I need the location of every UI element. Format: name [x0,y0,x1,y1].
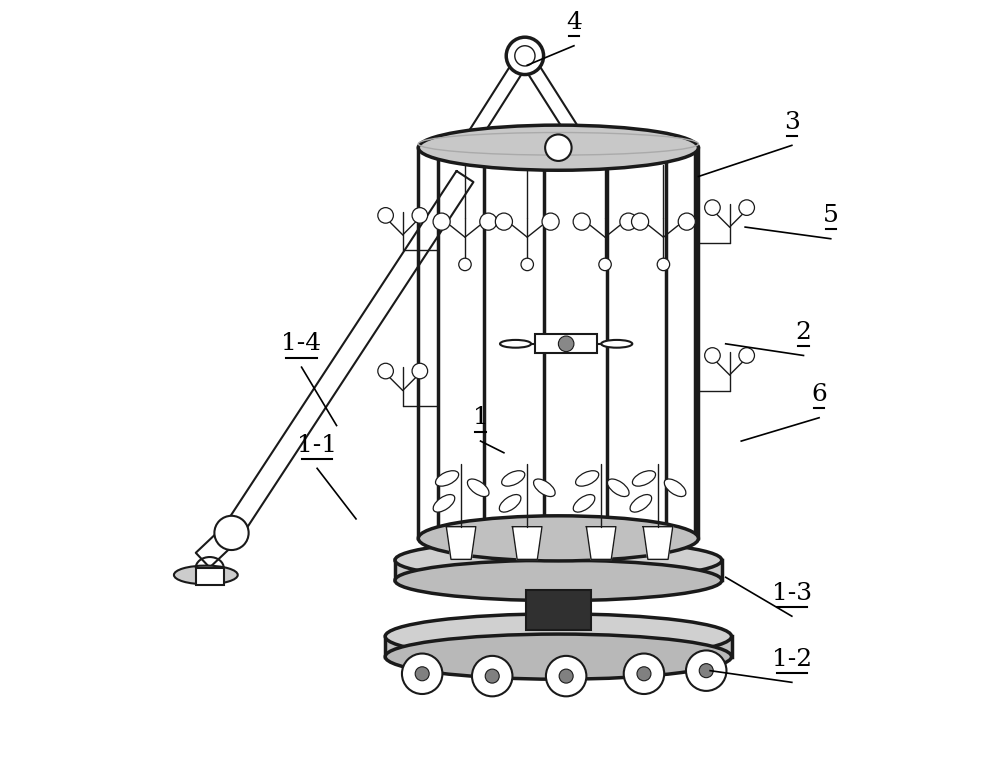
Ellipse shape [607,479,629,497]
Circle shape [632,213,649,230]
Ellipse shape [630,494,652,512]
Ellipse shape [502,471,525,486]
Circle shape [546,656,586,697]
Circle shape [599,259,611,271]
Circle shape [459,259,471,271]
Circle shape [472,656,512,697]
Circle shape [521,259,533,271]
Circle shape [545,134,572,161]
Circle shape [214,515,249,550]
Ellipse shape [433,494,455,512]
Ellipse shape [576,471,599,486]
Circle shape [402,654,442,694]
Circle shape [686,651,726,691]
Bar [535,334,597,353]
Ellipse shape [385,634,732,679]
Text: 4: 4 [566,11,582,34]
Polygon shape [196,526,238,568]
Circle shape [705,348,720,363]
Ellipse shape [418,125,698,170]
Circle shape [559,669,573,683]
Circle shape [573,213,590,230]
Ellipse shape [395,560,722,601]
Polygon shape [512,526,542,559]
Text: 1-3: 1-3 [772,582,812,604]
Circle shape [495,213,512,230]
Ellipse shape [534,479,555,497]
Circle shape [739,200,754,216]
Circle shape [415,667,429,681]
Circle shape [620,213,637,230]
Circle shape [624,654,664,694]
Text: 1-2: 1-2 [772,647,812,671]
Polygon shape [457,52,531,158]
Circle shape [412,208,428,223]
Text: 5: 5 [823,204,839,227]
Polygon shape [385,637,732,657]
Ellipse shape [664,479,686,497]
Circle shape [412,363,428,379]
Circle shape [558,336,574,351]
Ellipse shape [435,471,459,486]
Circle shape [705,200,720,216]
Ellipse shape [467,479,489,497]
Ellipse shape [385,614,732,659]
Polygon shape [395,560,722,580]
Circle shape [699,664,713,678]
Ellipse shape [601,340,632,348]
Text: 6: 6 [811,383,827,406]
Bar [196,568,224,585]
Polygon shape [223,171,473,538]
Circle shape [485,669,499,683]
Circle shape [433,213,450,230]
Text: 1-1: 1-1 [297,433,337,457]
Circle shape [378,363,393,379]
Bar [526,590,591,630]
Polygon shape [519,52,593,158]
Circle shape [506,37,544,74]
Circle shape [678,213,695,230]
Text: 2: 2 [796,321,811,344]
Ellipse shape [632,471,656,486]
Circle shape [657,259,670,271]
Text: 1: 1 [473,406,488,430]
Ellipse shape [174,565,238,584]
Polygon shape [446,526,476,559]
Text: 3: 3 [784,111,800,134]
Ellipse shape [418,515,698,561]
Circle shape [739,348,754,363]
Circle shape [542,213,559,230]
Ellipse shape [500,340,531,348]
Circle shape [378,208,393,223]
Ellipse shape [395,540,722,580]
Polygon shape [643,526,673,559]
Polygon shape [586,526,616,559]
Ellipse shape [499,494,521,512]
Text: 1-4: 1-4 [281,333,322,355]
Ellipse shape [573,494,595,512]
Circle shape [480,213,497,230]
Circle shape [637,667,651,681]
